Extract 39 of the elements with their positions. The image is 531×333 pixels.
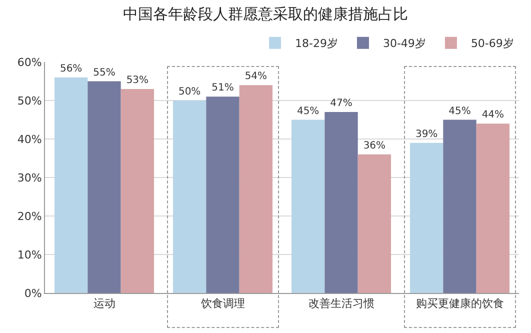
bar — [443, 120, 476, 293]
bar — [120, 88, 154, 293]
y-tick-label: 50% — [17, 94, 42, 108]
y-tick-label: 20% — [17, 210, 42, 223]
text: 45% — [296, 106, 320, 117]
bar — [206, 96, 240, 293]
text: 45% — [448, 106, 471, 117]
bar — [54, 77, 88, 293]
bar — [410, 142, 444, 293]
bar — [358, 154, 392, 293]
y-tick-label: 30% — [17, 171, 42, 184]
legend-label: 30-49岁 — [382, 37, 426, 50]
chart-title: 中国各年龄段人群愿意采取的健康措施占比 — [123, 4, 408, 23]
text: 47% — [330, 98, 352, 110]
x-tick-label: 改善生活习惯 — [308, 297, 374, 310]
bar — [324, 112, 358, 293]
x-tick-label: 运动 — [93, 297, 116, 310]
legend-label: 18-29岁 — [295, 37, 338, 50]
bar — [239, 85, 273, 293]
y-tick-label: 40% — [17, 132, 42, 146]
text: 54% — [244, 71, 268, 82]
y-tick-label: 10% — [17, 248, 42, 262]
text: 50% — [178, 86, 201, 98]
text: 56% — [60, 63, 82, 74]
y-tick-label: 60% — [17, 56, 42, 69]
bar — [291, 120, 325, 293]
y-tick-label: 0% — [24, 286, 42, 300]
text: 51% — [212, 82, 234, 94]
bar — [88, 81, 121, 293]
x-tick-label: 购买更健康的饮食 — [416, 297, 504, 310]
x-tick-label: 饮食调理 — [200, 297, 245, 310]
legend-label: 50-69岁 — [470, 37, 514, 50]
bar — [476, 124, 510, 293]
text: 44% — [482, 110, 504, 121]
text: 39% — [415, 128, 438, 140]
text: 53% — [126, 74, 149, 86]
text: 36% — [363, 140, 386, 152]
bar — [172, 100, 206, 293]
text: 55% — [93, 67, 116, 78]
